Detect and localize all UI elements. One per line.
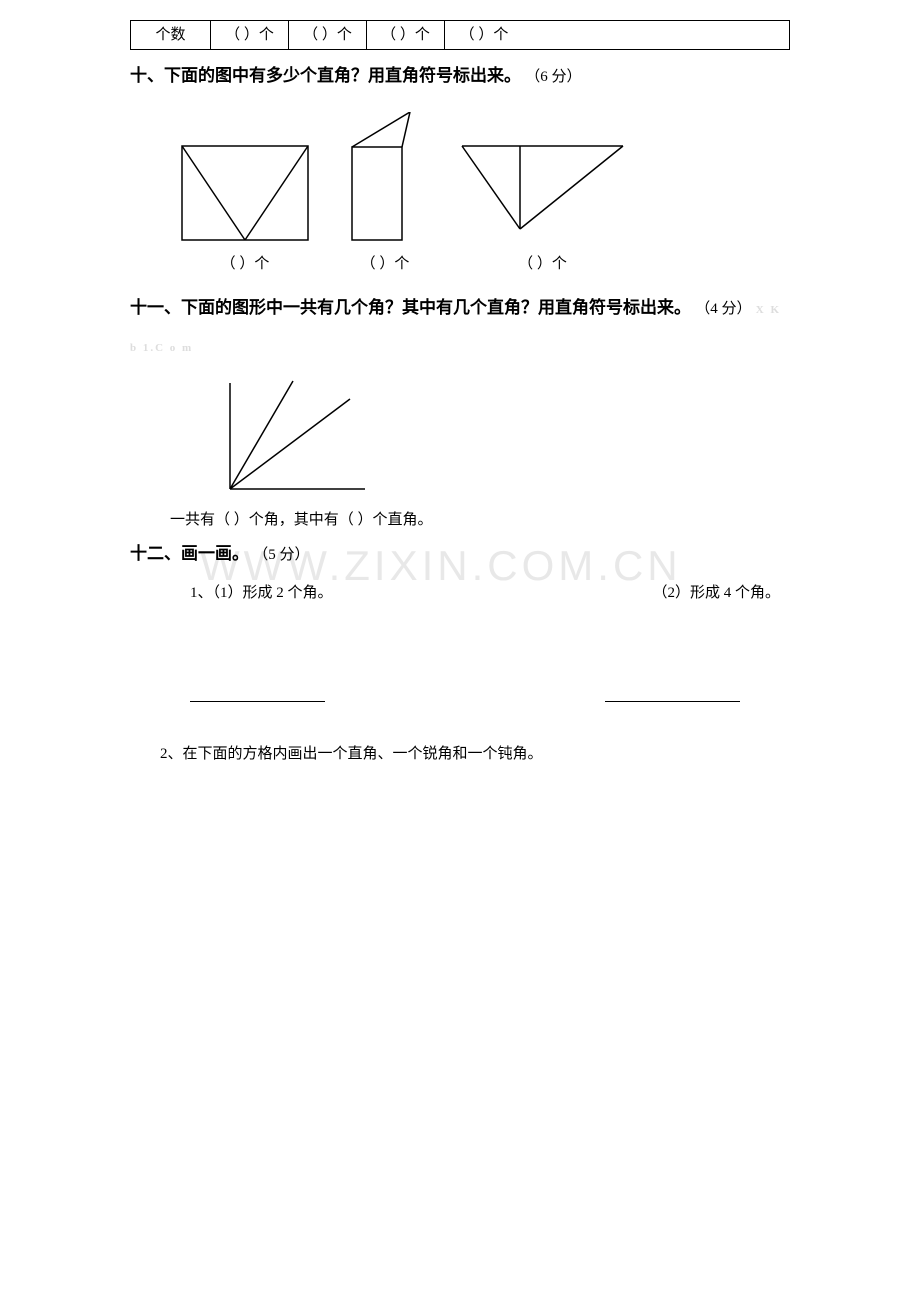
- q12-heading: 十二、画一画。 （5 分）: [130, 540, 790, 567]
- q11-title: 十一、下面的图形中一共有几个角？其中有几个直角？用直角符号标出来。: [130, 298, 691, 317]
- count-table: 个数 （ ）个 （ ）个 （ ）个 （ ）个: [130, 20, 790, 50]
- q11-label: 一共有（ ）个角，其中有（ ）个直角。: [170, 508, 790, 532]
- shape-rectangle-diagonals: [180, 144, 310, 242]
- q10-figure-1: （ ）个: [180, 144, 310, 276]
- shape-triangle-split: [460, 144, 625, 242]
- q10-label-3: （ ）个: [518, 252, 567, 276]
- q10-points: （6 分）: [525, 69, 581, 85]
- q10-label-2: （ ）个: [361, 252, 410, 276]
- q10-title: 十、下面的图中有多少个直角？用直角符号标出来。: [130, 66, 521, 85]
- q12-part1-row: 1、（1）形成 2 个角。 （2）形成 4 个角。: [160, 575, 790, 611]
- q12-draw-lines: [190, 701, 740, 702]
- q10-figures: （ ）个 （ ）个 （ ）个: [130, 97, 790, 281]
- q11-points: （4 分）: [695, 301, 751, 317]
- shape-angles-fan: [190, 379, 390, 494]
- q12-points: （5 分）: [253, 547, 309, 563]
- q12-part1a: 1、（1）形成 2 个角。: [190, 581, 333, 605]
- q10-heading: 十、下面的图中有多少个直角？用直角符号标出来。 （6 分）: [130, 62, 790, 89]
- q11-heading: 十一、下面的图形中一共有几个角？其中有几个直角？用直角符号标出来。 （4 分） …: [130, 289, 790, 364]
- q12-title: 十二、画一画。: [130, 544, 249, 563]
- q11-figure: [190, 379, 790, 503]
- q12-part2: 2、在下面的方格内画出一个直角、一个锐角和一个钝角。: [160, 742, 790, 766]
- table-label-cell: 个数: [131, 21, 211, 49]
- q10-label-1: （ ）个: [221, 252, 270, 276]
- q10-figure-3: （ ）个: [460, 144, 625, 276]
- q10-figure-2: （ ）个: [350, 112, 420, 276]
- table-cell-3: （ ）个: [367, 21, 445, 49]
- q12-part1b: （2）形成 4 个角。: [652, 581, 780, 605]
- shape-rect-triangle-top: [350, 112, 420, 242]
- table-cell-1: （ ）个: [211, 21, 289, 49]
- blank-line-2: [605, 701, 740, 702]
- table-cell-2: （ ）个: [289, 21, 367, 49]
- blank-line-1: [190, 701, 325, 702]
- table-cell-4: （ ）个: [445, 21, 523, 49]
